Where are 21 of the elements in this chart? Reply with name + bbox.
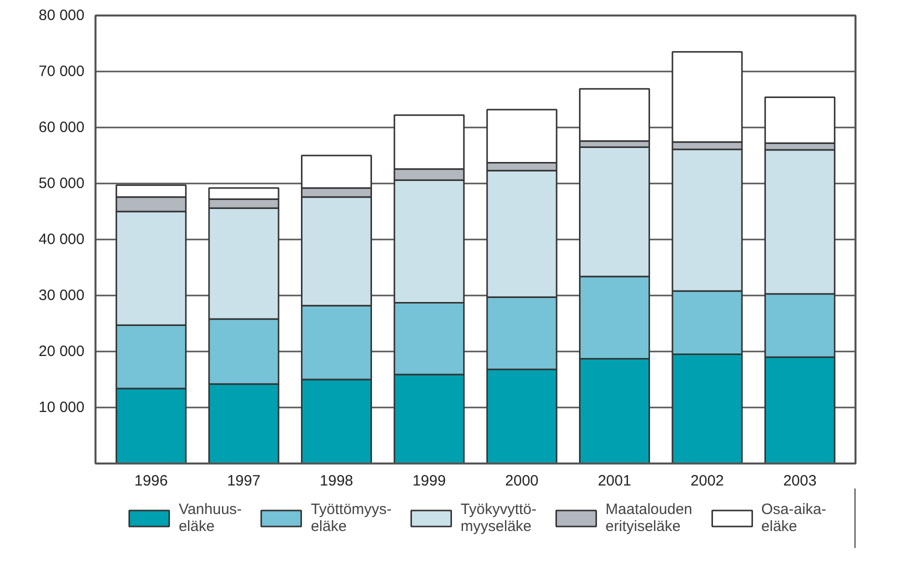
y-tick-label: 10 000 <box>38 399 85 416</box>
y-tick-label: 50 000 <box>38 175 85 192</box>
y-tick-label: 70 000 <box>38 63 85 80</box>
y-tick-label: 20 000 <box>38 343 85 360</box>
x-tick-label: 2000 <box>505 472 539 490</box>
y-tick-label: 30 000 <box>38 287 85 304</box>
legend-label: Vanhuus- eläke <box>178 501 242 535</box>
legend-label: Maatalouden erityiseläke <box>606 501 692 535</box>
legend-label: Työttömyys- eläke <box>310 501 392 535</box>
x-tick-label: 2001 <box>598 472 632 490</box>
y-tick-label: 80 000 <box>38 7 85 24</box>
y-tick-label: 60 000 <box>38 119 85 136</box>
legend-label: Työkyvyttö- myyseläke <box>460 501 537 535</box>
x-tick-label: 1997 <box>227 472 260 490</box>
x-tick-label: 1999 <box>412 472 446 490</box>
y-tick-label: 40 000 <box>38 231 85 248</box>
x-tick-label: 2002 <box>690 472 724 490</box>
x-tick-label: 1998 <box>320 472 354 490</box>
x-tick-label: 1996 <box>134 472 168 490</box>
x-tick-label: 2003 <box>783 472 817 490</box>
legend-label: Osa-aika- eläke <box>761 501 826 535</box>
